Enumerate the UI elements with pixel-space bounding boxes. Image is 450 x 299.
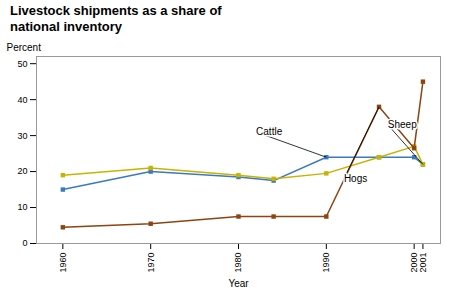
- svg-text:1960: 1960: [58, 253, 68, 273]
- svg-text:Cattle: Cattle: [256, 126, 283, 137]
- svg-text:Sheep: Sheep: [388, 119, 417, 130]
- svg-text:10: 10: [17, 202, 27, 212]
- html-text:Livestock shipments as a share: Livestock shipments as a share of nation…: [10, 3, 222, 35]
- svg-text:50: 50: [17, 59, 27, 69]
- svg-text:30: 30: [17, 130, 27, 140]
- svg-text:40: 40: [17, 95, 27, 105]
- svg-text:1970: 1970: [146, 253, 156, 273]
- svg-text:2001: 2001: [418, 253, 428, 273]
- svg-text:Percent: Percent: [7, 42, 42, 53]
- svg-text:1980: 1980: [233, 253, 243, 273]
- svg-text:Hogs: Hogs: [344, 173, 367, 184]
- svg-text:1990: 1990: [321, 253, 331, 273]
- svg-text:2000: 2000: [409, 252, 419, 273]
- svg-text:20: 20: [17, 166, 27, 176]
- svg-text:0: 0: [22, 238, 27, 248]
- svg-text:Year: Year: [228, 278, 249, 289]
